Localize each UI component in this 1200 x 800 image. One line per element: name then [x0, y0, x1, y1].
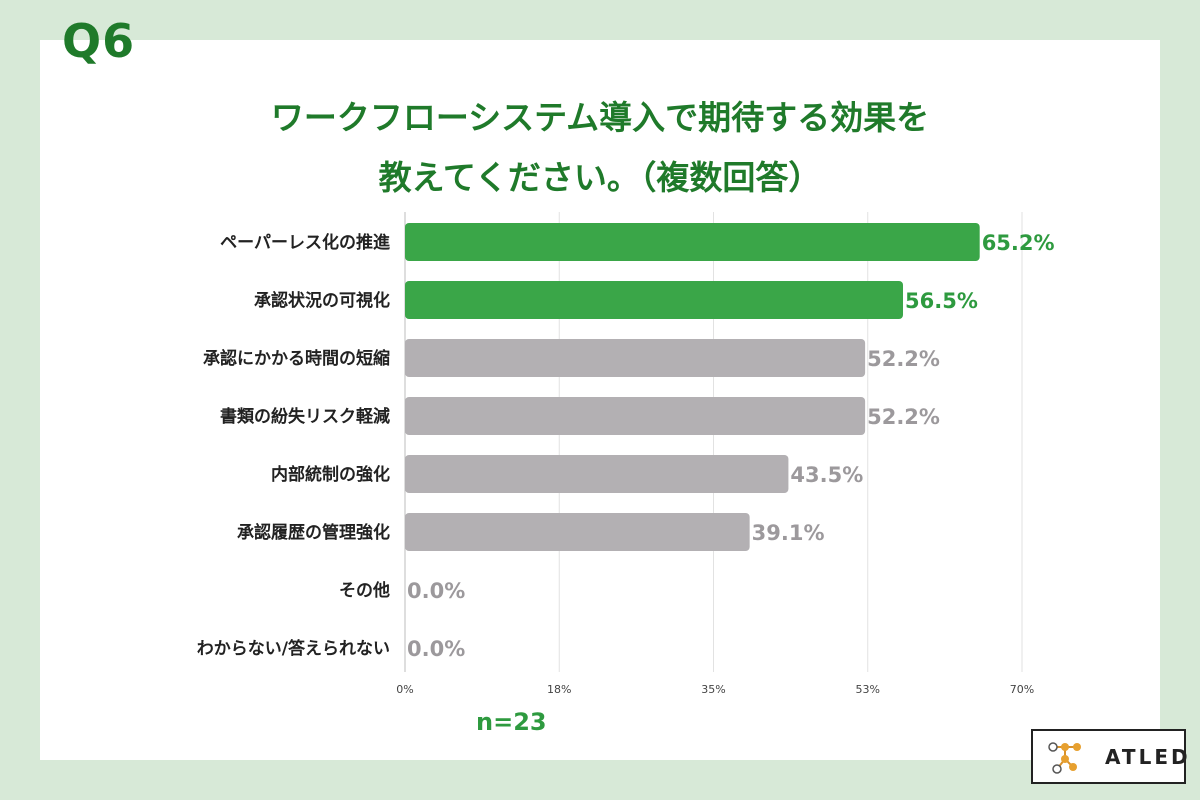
sample-size-label: n=23 — [476, 708, 547, 736]
bar — [405, 397, 866, 435]
category-label: 承認状況の可視化 — [254, 290, 390, 311]
bar — [405, 513, 750, 551]
atled-logo: ATLED — [1031, 729, 1188, 784]
bar — [405, 339, 866, 377]
category-label: その他 — [339, 580, 390, 601]
x-tick-label: 35% — [701, 683, 725, 696]
value-label: 56.5% — [905, 289, 978, 313]
category-label: 承認履歴の管理強化 — [237, 522, 390, 543]
chart-title-line-2: 教えてください。（複数回答） — [378, 158, 822, 197]
x-tick-label: 53% — [856, 683, 880, 696]
category-label: 内部統制の強化 — [271, 464, 390, 485]
value-label: 52.2% — [867, 405, 940, 429]
category-label: 承認にかかる時間の短縮 — [203, 348, 390, 369]
value-label: 52.2% — [867, 347, 940, 371]
logo-text: ATLED — [1105, 745, 1191, 769]
question-number: Q6 — [62, 14, 136, 68]
chart-title: ワークフローシステム導入で期待する効果を 教えてください。（複数回答） — [0, 88, 1200, 208]
value-label: 0.0% — [407, 637, 465, 661]
bar — [405, 223, 980, 261]
category-label: わからない/答えられない — [197, 638, 390, 659]
value-label: 65.2% — [982, 231, 1055, 255]
logo-network-icon — [1048, 742, 1081, 774]
value-label: 43.5% — [790, 463, 863, 487]
chart-title-line-1: ワークフローシステム導入で期待する効果を — [270, 98, 930, 137]
category-label: 書類の紛失リスク軽減 — [220, 406, 390, 427]
value-label: 39.1% — [752, 521, 825, 545]
x-tick-label: 70% — [1010, 683, 1034, 696]
category-label: ペーパーレス化の推進 — [220, 232, 390, 253]
value-label: 0.0% — [407, 579, 465, 603]
x-tick-label: 18% — [547, 683, 571, 696]
bar — [405, 455, 789, 493]
bar — [405, 281, 904, 319]
x-tick-label: 0% — [396, 683, 413, 696]
